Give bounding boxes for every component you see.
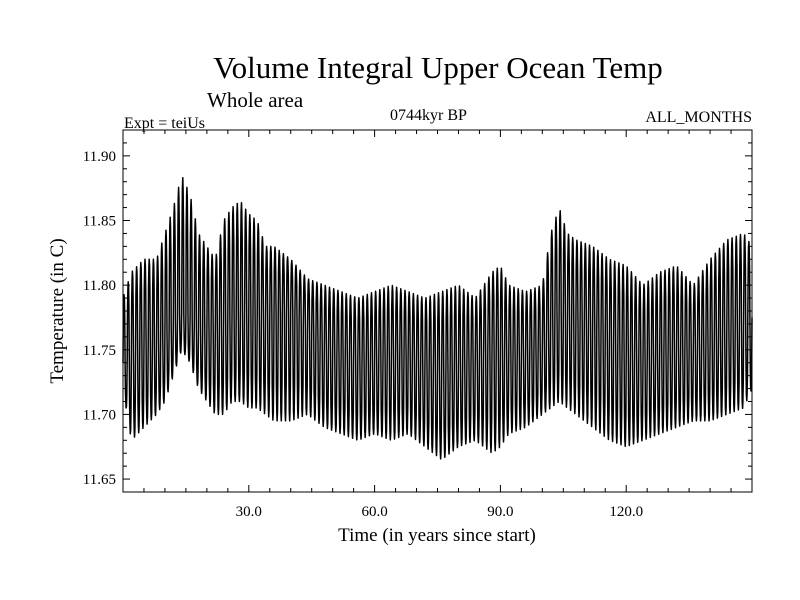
x-tick-label: 120.0 (609, 504, 643, 520)
chart-subtitle: Whole area (207, 88, 304, 112)
y-axis: 11.65 11.70 11.75 11.80 11.85 11.90 (83, 129, 752, 488)
y-tick-label: 11.65 (83, 472, 116, 488)
x-axis: 30.0 60.0 90.0 120.0 (143, 130, 732, 520)
y-tick-label: 11.70 (83, 407, 116, 423)
y-tick-label: 11.85 (83, 214, 116, 230)
x-tick-label: 30.0 (236, 504, 262, 520)
x-axis-label: Time (in years since start) (338, 525, 536, 546)
temperature-series-line (122, 176, 753, 460)
season-label: ALL_MONTHS (645, 109, 752, 126)
y-tick-label: 11.90 (83, 149, 116, 165)
y-tick-label: 11.75 (83, 343, 116, 359)
period-label: 0744kyr BP (390, 107, 467, 124)
chart-title: Volume Integral Upper Ocean Temp (213, 50, 663, 85)
x-tick-label: 90.0 (487, 504, 513, 520)
x-tick-label: 60.0 (361, 504, 387, 520)
experiment-label: Expt = teiUs (124, 115, 206, 132)
y-axis-label: Temperature (in C) (47, 238, 68, 383)
y-tick-label: 11.80 (83, 278, 116, 294)
